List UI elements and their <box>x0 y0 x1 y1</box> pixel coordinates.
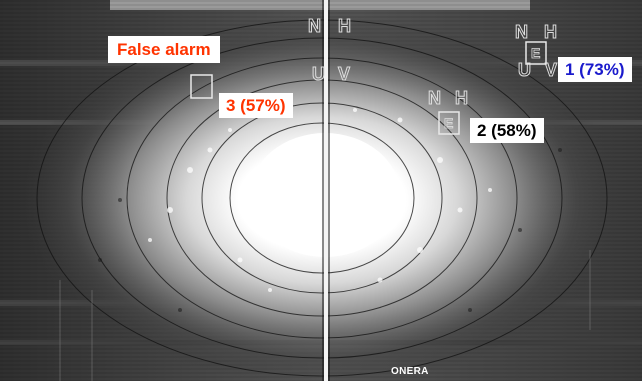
credit-watermark: ONERA <box>391 366 429 377</box>
detection-box-1 <box>525 41 547 65</box>
svg-text:N: N <box>428 88 441 108</box>
detection-2-text: 2 (58%) <box>477 121 537 140</box>
detection-3-text: 3 (57%) <box>226 96 286 115</box>
svg-text:H: H <box>455 88 468 108</box>
svg-text:H: H <box>544 22 557 42</box>
detection-2-label: 2 (58%) <box>470 118 544 143</box>
detection-box-2 <box>438 111 460 135</box>
svg-text:V: V <box>545 60 557 80</box>
svg-text:U: U <box>312 64 325 84</box>
false-alarm-text: False alarm <box>117 40 211 59</box>
svg-text:N: N <box>515 22 528 42</box>
svg-text:U: U <box>518 60 531 80</box>
detection-1-text: 1 (73%) <box>565 60 625 79</box>
false-alarm-label: False alarm <box>108 36 220 63</box>
false-alarm-box <box>190 74 213 99</box>
detection-1-label: 1 (73%) <box>558 57 632 82</box>
svg-text:N: N <box>308 16 321 36</box>
svg-text:E: E <box>444 115 453 131</box>
svg-text:H: H <box>338 16 351 36</box>
svg-text:E: E <box>531 45 540 61</box>
detection-3-label: 3 (57%) <box>219 93 293 118</box>
svg-text:V: V <box>338 64 350 84</box>
